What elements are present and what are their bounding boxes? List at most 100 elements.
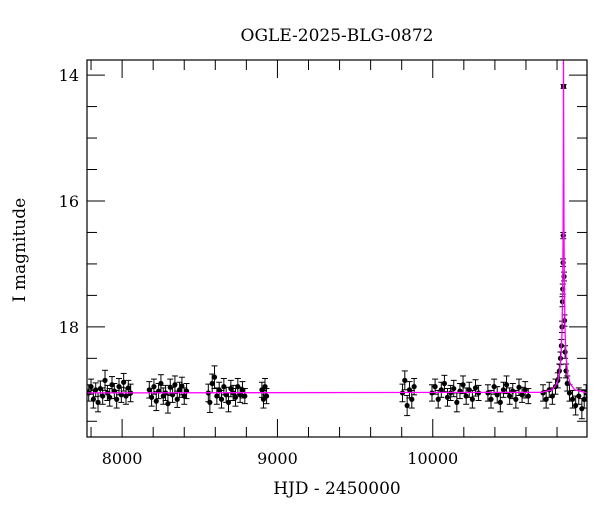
point-marker	[488, 396, 494, 402]
point-marker	[573, 402, 579, 409]
data-point	[549, 387, 556, 405]
point-marker	[225, 399, 232, 405]
point-marker	[95, 399, 101, 405]
point-marker	[525, 393, 531, 399]
point-marker	[444, 394, 451, 400]
point-marker	[522, 387, 528, 393]
point-marker	[221, 384, 227, 390]
point-marker	[435, 396, 441, 402]
point-marker	[121, 379, 127, 385]
point-marker	[441, 380, 448, 387]
y-tick-label: 18	[59, 318, 79, 337]
data-point	[150, 378, 157, 395]
data-point	[525, 388, 532, 405]
point-marker	[242, 393, 248, 399]
data-point	[506, 387, 513, 405]
data-point	[88, 378, 95, 395]
point-marker	[123, 393, 129, 399]
point-marker	[179, 383, 185, 389]
data-point	[543, 389, 550, 409]
point-marker	[549, 393, 555, 399]
data-point	[401, 370, 408, 391]
point-marker	[513, 396, 519, 402]
point-marker	[232, 394, 239, 400]
data-point	[444, 388, 451, 407]
point-marker	[97, 385, 103, 392]
data-point	[174, 390, 181, 408]
data-point	[503, 375, 510, 395]
point-marker	[409, 396, 415, 402]
data-point	[500, 381, 507, 398]
point-marker	[88, 384, 94, 390]
point-marker	[491, 384, 497, 390]
point-marker	[90, 396, 96, 402]
data-point	[102, 369, 109, 391]
data-point	[404, 394, 411, 417]
point-marker	[174, 396, 180, 402]
point-marker	[494, 392, 500, 398]
point-marker	[404, 402, 410, 409]
data-point	[241, 388, 248, 405]
point-marker	[211, 374, 218, 380]
point-marker	[207, 399, 213, 405]
data-point	[432, 378, 439, 395]
point-marker	[235, 384, 241, 390]
point-marker	[411, 384, 417, 390]
data-point	[441, 374, 448, 393]
plot-frame	[86, 59, 588, 438]
data-point	[575, 387, 582, 405]
data-point	[453, 392, 460, 413]
data-point	[408, 389, 415, 409]
point-marker	[543, 396, 549, 402]
point-marker	[125, 385, 131, 391]
data-point	[519, 386, 526, 403]
data-point	[460, 375, 467, 395]
point-marker	[469, 396, 475, 402]
point-marker	[109, 382, 115, 388]
point-marker	[102, 377, 108, 383]
point-marker	[466, 387, 472, 393]
data-point	[153, 391, 160, 412]
data-point	[488, 389, 495, 409]
point-marker	[463, 393, 469, 399]
point-marker	[214, 393, 220, 399]
point-marker	[262, 384, 268, 390]
point-marker	[228, 385, 234, 392]
point-marker	[172, 382, 178, 388]
point-marker	[507, 393, 513, 399]
point-marker	[209, 380, 215, 387]
point-marker	[153, 398, 159, 404]
point-marker	[472, 385, 479, 391]
x-tick-label: 9000	[257, 449, 298, 468]
data-point	[263, 388, 270, 405]
data-point	[466, 381, 473, 398]
point-marker	[114, 396, 120, 402]
x-tick-label: 10000	[407, 449, 458, 468]
point-marker	[581, 396, 587, 402]
point-marker	[223, 392, 229, 398]
model-curve-group	[87, 60, 587, 394]
point-marker	[216, 387, 222, 393]
point-marker	[406, 387, 413, 393]
axis-ticks	[87, 60, 587, 437]
point-marker	[218, 396, 225, 402]
point-marker	[516, 384, 522, 390]
y-axis-label: I magnitude	[10, 198, 30, 302]
y-tick-label: 14	[59, 66, 79, 85]
point-marker	[438, 387, 444, 393]
point-marker	[100, 393, 106, 399]
data-point	[106, 388, 113, 407]
data-point	[512, 389, 519, 409]
data-point	[125, 379, 132, 396]
data-point	[450, 379, 457, 398]
point-marker	[107, 394, 113, 400]
point-marker	[181, 393, 187, 399]
data-points	[87, 83, 587, 420]
point-marker	[146, 387, 152, 393]
data-point	[569, 389, 576, 409]
chart-title: OGLE-2025-BLG-0872	[241, 26, 434, 46]
point-marker	[263, 393, 270, 399]
data-point	[216, 381, 223, 398]
data-point	[472, 379, 479, 397]
